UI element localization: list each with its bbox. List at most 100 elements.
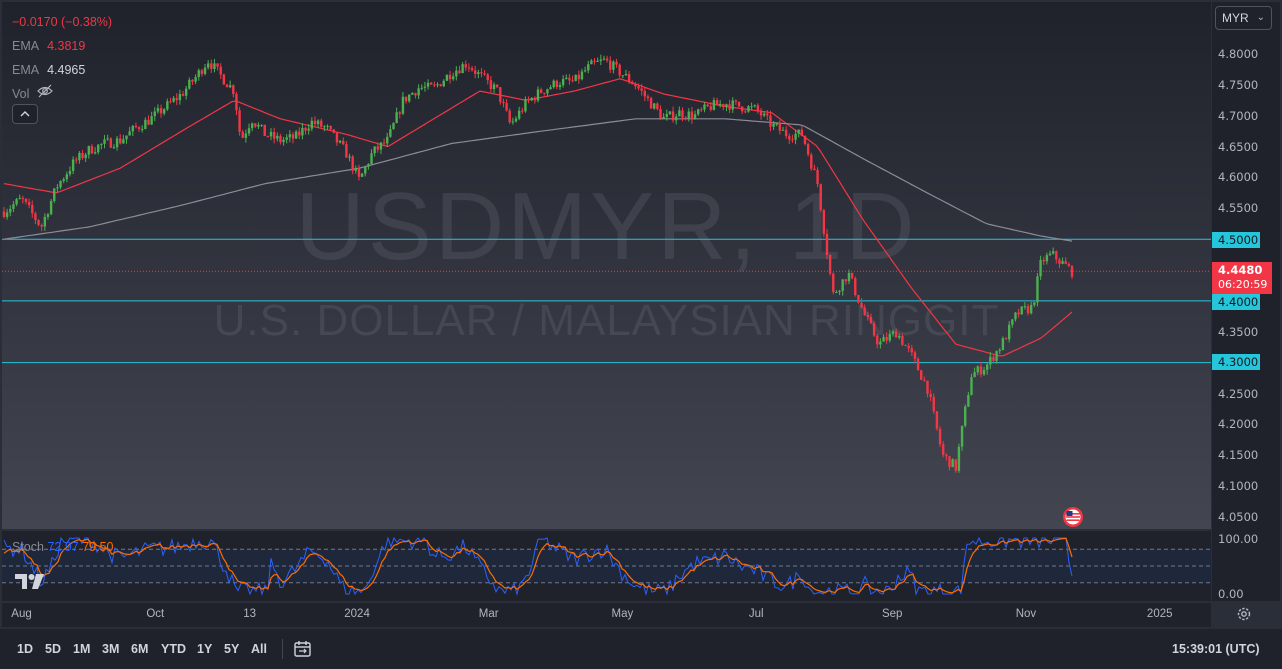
candle bbox=[681, 107, 684, 122]
candle bbox=[411, 91, 414, 96]
candle bbox=[985, 362, 989, 375]
range-button-5d[interactable]: 5D bbox=[45, 642, 61, 656]
gear-icon[interactable] bbox=[1236, 606, 1252, 627]
candle bbox=[1007, 321, 1011, 343]
price-pane[interactable]: USDMYR, 1D U.S. DOLLAR / MALAYSIAN RINGG… bbox=[2, 2, 1211, 529]
candle bbox=[386, 132, 389, 147]
candle bbox=[995, 350, 998, 364]
candle bbox=[1055, 250, 1058, 264]
price-change: −0.0170 (−0.38%) bbox=[12, 15, 113, 29]
candle bbox=[565, 74, 568, 80]
current-price-tag: 4.4480 06:20:59 bbox=[1212, 262, 1272, 294]
range-button-all[interactable]: All bbox=[251, 642, 267, 656]
candle bbox=[1020, 306, 1023, 315]
candle bbox=[904, 344, 907, 346]
range-button-5y[interactable]: 5Y bbox=[224, 642, 240, 656]
stochastic-pane[interactable] bbox=[2, 531, 1211, 601]
candle bbox=[21, 195, 25, 204]
candle bbox=[5, 208, 9, 220]
stochastic-k-value: 72.97 bbox=[47, 540, 79, 554]
candle bbox=[690, 106, 694, 124]
range-button-1d[interactable]: 1D bbox=[17, 642, 33, 656]
candle bbox=[166, 98, 169, 112]
candle bbox=[46, 212, 50, 220]
candle bbox=[395, 107, 398, 124]
chevron-down-icon: ⌄ bbox=[1256, 12, 1265, 23]
candle bbox=[115, 135, 119, 151]
candle bbox=[568, 74, 571, 85]
candle bbox=[737, 101, 741, 108]
time-axis[interactable] bbox=[2, 603, 1211, 627]
candle bbox=[235, 91, 238, 116]
candle bbox=[354, 165, 358, 174]
candle bbox=[866, 311, 870, 321]
time-tick-label: Nov bbox=[1015, 608, 1037, 620]
candle bbox=[398, 110, 401, 119]
range-button-3m[interactable]: 3M bbox=[102, 642, 120, 656]
range-button-ytd[interactable]: YTD bbox=[161, 642, 186, 656]
candle bbox=[1029, 301, 1033, 315]
tradingview-logo[interactable] bbox=[14, 570, 46, 596]
price-tick-label: 4.3500 bbox=[1218, 324, 1259, 339]
candle bbox=[725, 103, 728, 112]
legend-collapse-button[interactable] bbox=[12, 104, 38, 124]
price-chart-svg[interactable] bbox=[2, 2, 1211, 529]
candle bbox=[272, 127, 276, 144]
candle bbox=[194, 74, 197, 85]
candle bbox=[571, 75, 574, 83]
candle bbox=[649, 96, 653, 109]
range-button-1y[interactable]: 1Y bbox=[197, 642, 213, 656]
candle bbox=[316, 119, 320, 128]
ema-slow-label[interactable]: EMA bbox=[12, 63, 40, 77]
time-tick-label: 2025 bbox=[1146, 608, 1173, 620]
candle bbox=[206, 60, 210, 70]
ema-fast-label[interactable]: EMA bbox=[12, 39, 40, 53]
candle bbox=[675, 113, 678, 125]
candle bbox=[480, 68, 483, 78]
candle bbox=[483, 70, 486, 76]
candle bbox=[247, 123, 251, 137]
candle bbox=[15, 197, 18, 207]
candle bbox=[2, 206, 6, 219]
calendar-range-icon[interactable] bbox=[292, 639, 314, 659]
candle bbox=[819, 183, 822, 213]
candle bbox=[989, 352, 992, 369]
candle bbox=[734, 99, 738, 106]
candle bbox=[244, 129, 248, 143]
us-flag-event-icon[interactable] bbox=[1062, 506, 1084, 528]
stochastic-scale-top: 100.00 bbox=[1218, 532, 1259, 546]
stochastic-chart-svg[interactable] bbox=[2, 531, 1211, 601]
candle bbox=[533, 96, 537, 104]
candle bbox=[332, 129, 336, 134]
candle bbox=[97, 144, 100, 155]
candle bbox=[9, 205, 12, 217]
candle bbox=[920, 369, 923, 381]
candle bbox=[439, 83, 442, 87]
stochastic-label[interactable]: Stoch bbox=[12, 540, 44, 554]
volume-label[interactable]: Vol bbox=[12, 87, 30, 101]
candle bbox=[219, 63, 222, 79]
range-button-1m[interactable]: 1M bbox=[73, 642, 91, 656]
candle bbox=[800, 126, 804, 137]
candle bbox=[43, 213, 47, 231]
candle bbox=[684, 116, 687, 121]
candle bbox=[891, 329, 895, 337]
currency-selector[interactable]: MYR ⌄ bbox=[1215, 6, 1272, 30]
ema-slow-line bbox=[3, 118, 1073, 242]
eye-off-icon[interactable] bbox=[37, 82, 54, 106]
utc-clock[interactable]: 15:39:01 (UTC) bbox=[1172, 642, 1260, 656]
candle bbox=[508, 108, 511, 124]
time-tick-label: 13 bbox=[243, 608, 257, 620]
candle bbox=[835, 290, 838, 294]
candle bbox=[499, 87, 502, 105]
candle bbox=[913, 350, 917, 364]
candle bbox=[857, 294, 860, 304]
candle bbox=[40, 223, 43, 232]
candle bbox=[879, 338, 882, 349]
candle bbox=[210, 59, 213, 74]
range-button-6m[interactable]: 6M bbox=[131, 642, 149, 656]
candle bbox=[637, 83, 640, 91]
candle bbox=[119, 134, 122, 145]
candle bbox=[254, 123, 257, 128]
candle bbox=[872, 320, 876, 337]
